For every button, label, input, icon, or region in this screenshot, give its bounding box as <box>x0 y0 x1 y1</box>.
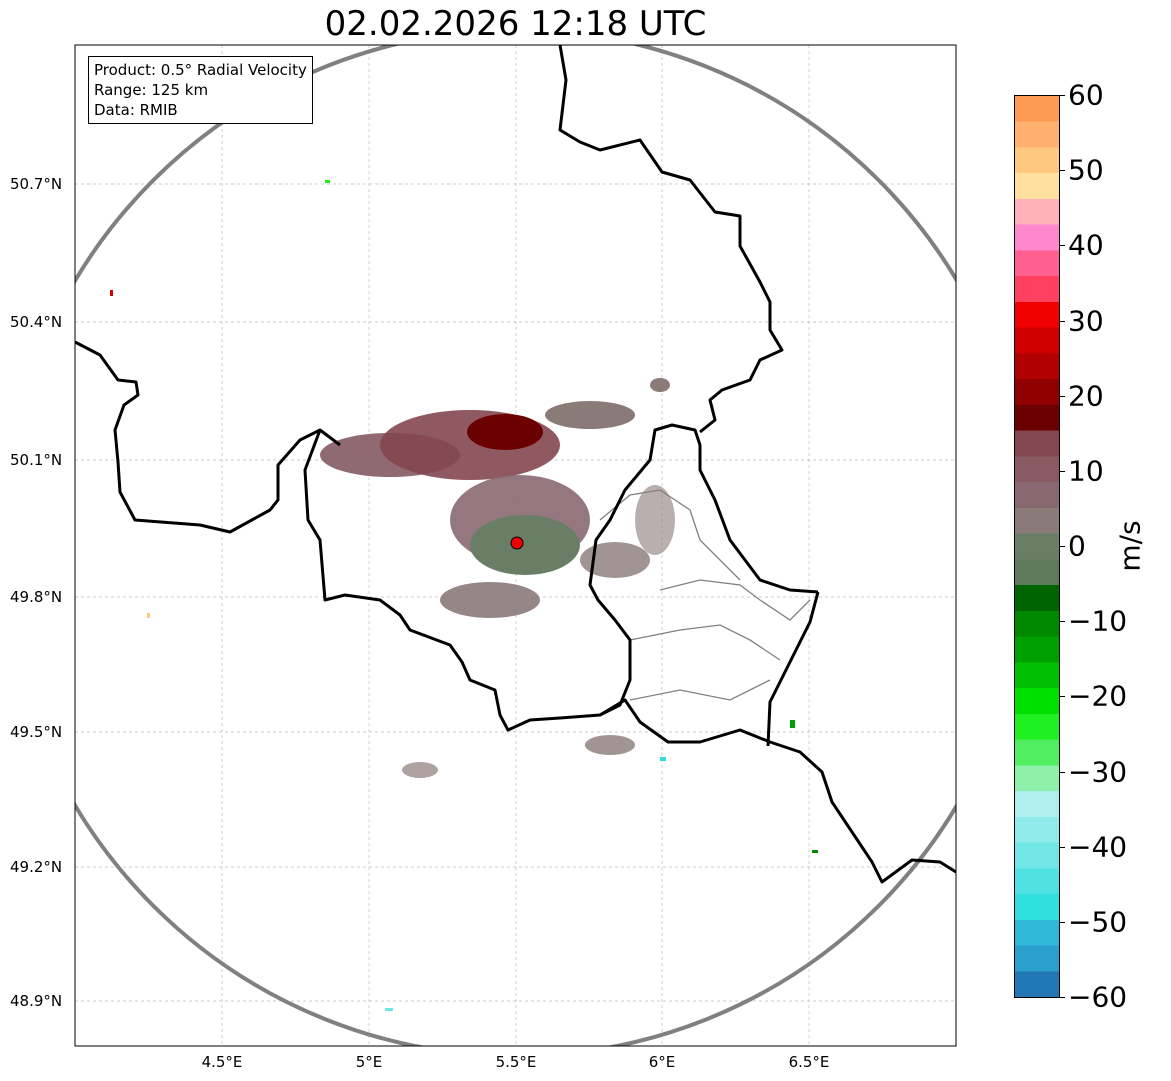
colorbar-tick-label: 40 <box>1068 228 1104 262</box>
colorbar-tick-label: −10 <box>1068 604 1128 638</box>
colorbar-tick <box>1059 170 1065 172</box>
colorbar-tick-label: −60 <box>1068 980 1128 1014</box>
colorbar-tick-label: 50 <box>1068 153 1104 187</box>
lat-tick-label: 49.8°N <box>10 588 63 606</box>
colorbar-tick-label: −30 <box>1068 755 1128 788</box>
lat-tick-label: 49.5°N <box>10 723 63 741</box>
colorbar-tick-label: 10 <box>1068 454 1104 488</box>
map-frame <box>74 44 957 1047</box>
colorbar-tick-label: −40 <box>1068 830 1128 864</box>
country-borders <box>75 45 956 884</box>
colorbar-tick <box>1059 846 1065 848</box>
colorbar-tick <box>1059 921 1065 923</box>
colorbar-tick-label: 20 <box>1068 379 1104 413</box>
colorbar-tick <box>1059 395 1065 397</box>
radar-site-marker <box>510 536 524 550</box>
radar-echoes <box>110 180 818 1011</box>
colorbar-tick <box>1059 621 1065 623</box>
info-range: Range: 125 km <box>94 81 209 99</box>
lat-tick-label: 48.9°N <box>10 992 63 1010</box>
lon-tick-label: 6°E <box>648 1053 676 1071</box>
colorbar-tick <box>1059 95 1065 96</box>
info-data: Data: RMIB <box>94 101 178 119</box>
colorbar-tick <box>1059 997 1065 998</box>
lat-tick-label: 50.1°N <box>10 451 63 469</box>
map-title: 02.02.2026 12:18 UTC <box>324 4 707 44</box>
colorbar-tick <box>1059 546 1065 547</box>
colorbar-tick <box>1059 245 1065 247</box>
lon-tick-label: 5°E <box>355 1053 383 1071</box>
colorbar-tick <box>1059 320 1065 322</box>
colorbar-tick <box>1059 771 1065 773</box>
lon-tick-label: 4.5°E <box>201 1053 243 1071</box>
lon-tick-label: 6.5°E <box>788 1053 830 1071</box>
colorbar-tick <box>1059 470 1065 472</box>
lat-tick-label: 50.7°N <box>10 175 63 193</box>
lat-tick-label: 49.2°N <box>10 858 63 876</box>
info-box: Product: 0.5° Radial Velocity Range: 125… <box>88 56 313 124</box>
colorbar <box>1014 95 1060 998</box>
colorbar-tick-label: 60 <box>1068 78 1104 112</box>
colorbar-unit: m/s <box>1113 520 1147 572</box>
info-product: Product: 0.5° Radial Velocity <box>94 61 307 79</box>
colorbar-tick <box>1059 696 1065 698</box>
lat-tick-label: 50.4°N <box>10 313 63 331</box>
colorbar-tick-label: 0 <box>1068 529 1086 563</box>
lon-tick-label: 5.5°E <box>495 1053 537 1071</box>
province-borders <box>599 489 811 701</box>
colorbar-tick-label: −50 <box>1068 905 1128 939</box>
colorbar-tick-label: −20 <box>1068 679 1128 713</box>
colorbar-tick-label: 30 <box>1068 304 1104 337</box>
